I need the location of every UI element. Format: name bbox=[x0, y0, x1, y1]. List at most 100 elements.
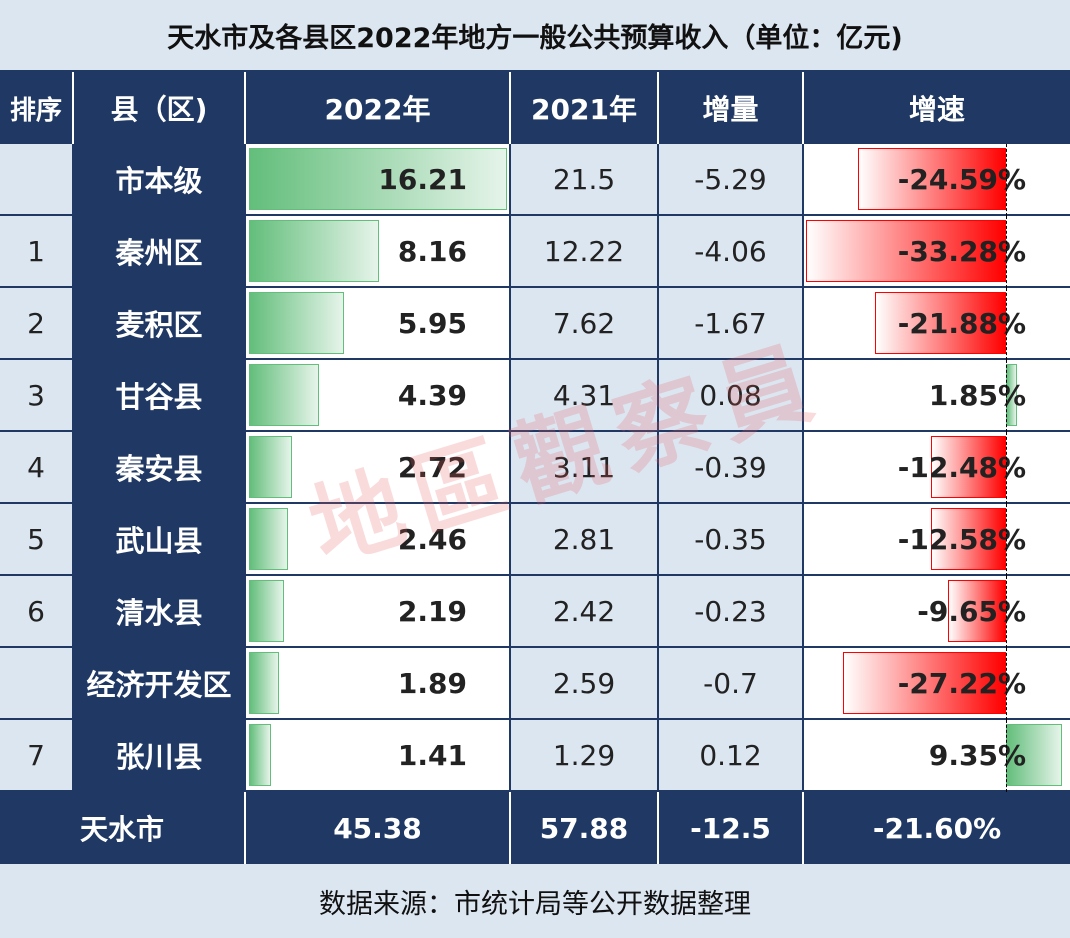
rank-cell-text: 7 bbox=[27, 738, 45, 772]
rank-cell: 3 bbox=[0, 360, 74, 432]
growth-cell-text: -9.65% bbox=[917, 594, 1026, 628]
increase-cell: -5.29 bbox=[659, 144, 804, 216]
value-2022-cell-text: 1.41 bbox=[397, 738, 467, 772]
county-cell-text: 武山县 bbox=[115, 524, 203, 558]
increase-cell-text: -4.06 bbox=[694, 234, 767, 268]
county-cell-text: 经济开发区 bbox=[86, 668, 232, 702]
rank-cell: 1 bbox=[0, 216, 74, 288]
value-2022-cell-text: 2.19 bbox=[397, 594, 467, 628]
increase-cell: -4.06 bbox=[659, 216, 804, 288]
value-2021-cell-text: 1.29 bbox=[552, 738, 616, 772]
data-bar-growth-negative bbox=[931, 436, 1006, 498]
growth-zero-axis bbox=[1006, 576, 1007, 648]
growth-zero-axis bbox=[1006, 216, 1007, 288]
header-county: 县（区) bbox=[74, 72, 246, 144]
data-bar-2022 bbox=[249, 508, 289, 570]
value-2022-cell-text: 2.72 bbox=[397, 450, 467, 484]
data-bar-2022 bbox=[249, 148, 507, 210]
rank-cell-text: 3 bbox=[27, 378, 45, 412]
increase-cell-text: 0.08 bbox=[699, 378, 762, 412]
growth-cell: 1.85% bbox=[804, 360, 1070, 432]
county-cell-text: 秦州区 bbox=[115, 236, 203, 270]
total-growth: -21.60% bbox=[804, 792, 1070, 864]
county-cell: 秦州区 bbox=[74, 216, 246, 288]
value-2022-cell: 2.72 bbox=[246, 432, 511, 504]
value-2021-cell: 21.5 bbox=[511, 144, 659, 216]
total-label: 天水市 bbox=[0, 792, 246, 864]
total-2021: 57.88 bbox=[511, 792, 659, 864]
value-2022-cell-text: 1.89 bbox=[397, 666, 467, 700]
growth-cell: -12.58% bbox=[804, 504, 1070, 576]
county-cell: 市本级 bbox=[74, 144, 246, 216]
county-cell: 张川县 bbox=[74, 720, 246, 792]
value-2022-cell-text: 4.39 bbox=[397, 378, 467, 412]
increase-cell: 0.12 bbox=[659, 720, 804, 792]
growth-cell: -33.28% bbox=[804, 216, 1070, 288]
growth-cell-text: -27.22% bbox=[897, 666, 1026, 700]
data-bar-growth-negative bbox=[858, 148, 1006, 210]
increase-cell-text: -1.67 bbox=[694, 306, 767, 340]
value-2021-cell: 2.81 bbox=[511, 504, 659, 576]
county-cell: 武山县 bbox=[74, 504, 246, 576]
header-2021: 2021年 bbox=[511, 72, 659, 144]
county-cell-text: 市本级 bbox=[115, 164, 203, 198]
increase-cell-text: -0.35 bbox=[694, 522, 767, 556]
increase-cell-text: -5.29 bbox=[694, 162, 767, 196]
increase-cell-text: -0.39 bbox=[694, 450, 767, 484]
header-growth: 增速 bbox=[804, 72, 1070, 144]
value-2021-cell-text: 21.5 bbox=[552, 162, 616, 196]
value-2021-cell: 1.29 bbox=[511, 720, 659, 792]
value-2021-cell-text: 12.22 bbox=[543, 234, 625, 268]
rank-cell-text: 6 bbox=[27, 594, 45, 628]
growth-cell-text: -33.28% bbox=[897, 234, 1026, 268]
county-cell-text: 甘谷县 bbox=[115, 380, 203, 414]
value-2022-cell: 16.21 bbox=[246, 144, 511, 216]
value-2022-cell: 1.41 bbox=[246, 720, 511, 792]
county-cell: 麦积区 bbox=[74, 288, 246, 360]
value-2021-cell: 2.42 bbox=[511, 576, 659, 648]
data-bar-2022 bbox=[249, 652, 280, 714]
data-bar-growth-negative bbox=[874, 292, 1006, 354]
growth-zero-axis bbox=[1006, 288, 1007, 360]
value-2022-cell: 8.16 bbox=[246, 216, 511, 288]
value-2021-cell-text: 2.81 bbox=[552, 522, 616, 556]
data-bar-2022 bbox=[249, 292, 344, 354]
county-cell: 甘谷县 bbox=[74, 360, 246, 432]
growth-cell: 9.35% bbox=[804, 720, 1070, 792]
value-2021-cell-text: 7.62 bbox=[552, 306, 616, 340]
growth-cell-text: -21.88% bbox=[897, 306, 1026, 340]
value-2022-cell: 2.46 bbox=[246, 504, 511, 576]
value-2021-cell-text: 2.59 bbox=[552, 666, 616, 700]
county-cell: 经济开发区 bbox=[74, 648, 246, 720]
growth-cell: -27.22% bbox=[804, 648, 1070, 720]
value-2021-cell-text: 3.11 bbox=[552, 450, 616, 484]
county-cell-text: 秦安县 bbox=[115, 452, 203, 486]
increase-cell: 0.08 bbox=[659, 360, 804, 432]
data-bar-2022 bbox=[249, 364, 319, 426]
rank-cell-text: 1 bbox=[27, 234, 45, 268]
rank-cell: 7 bbox=[0, 720, 74, 792]
rank-cell: 5 bbox=[0, 504, 74, 576]
value-2022-cell: 5.95 bbox=[246, 288, 511, 360]
data-bar-2022 bbox=[249, 724, 272, 786]
value-2021-cell: 3.11 bbox=[511, 432, 659, 504]
growth-cell-text: 1.85% bbox=[928, 378, 1026, 412]
increase-cell: -0.35 bbox=[659, 504, 804, 576]
header-increase: 增量 bbox=[659, 72, 804, 144]
rank-cell bbox=[0, 144, 74, 216]
data-bar-2022 bbox=[249, 436, 293, 498]
value-2022-cell-text: 16.21 bbox=[378, 162, 467, 196]
growth-cell: -9.65% bbox=[804, 576, 1070, 648]
value-2022-cell: 1.89 bbox=[246, 648, 511, 720]
increase-cell: -0.39 bbox=[659, 432, 804, 504]
county-cell: 清水县 bbox=[74, 576, 246, 648]
rank-cell: 2 bbox=[0, 288, 74, 360]
increase-cell-text: -0.7 bbox=[703, 666, 758, 700]
increase-cell-text: -0.23 bbox=[694, 594, 767, 628]
value-2021-cell: 7.62 bbox=[511, 288, 659, 360]
rank-cell-text: 2 bbox=[27, 306, 45, 340]
source-note: 数据来源：市统计局等公开数据整理 bbox=[0, 864, 1070, 938]
value-2022-cell-text: 2.46 bbox=[397, 522, 467, 556]
data-bar-growth-negative bbox=[806, 220, 1006, 282]
